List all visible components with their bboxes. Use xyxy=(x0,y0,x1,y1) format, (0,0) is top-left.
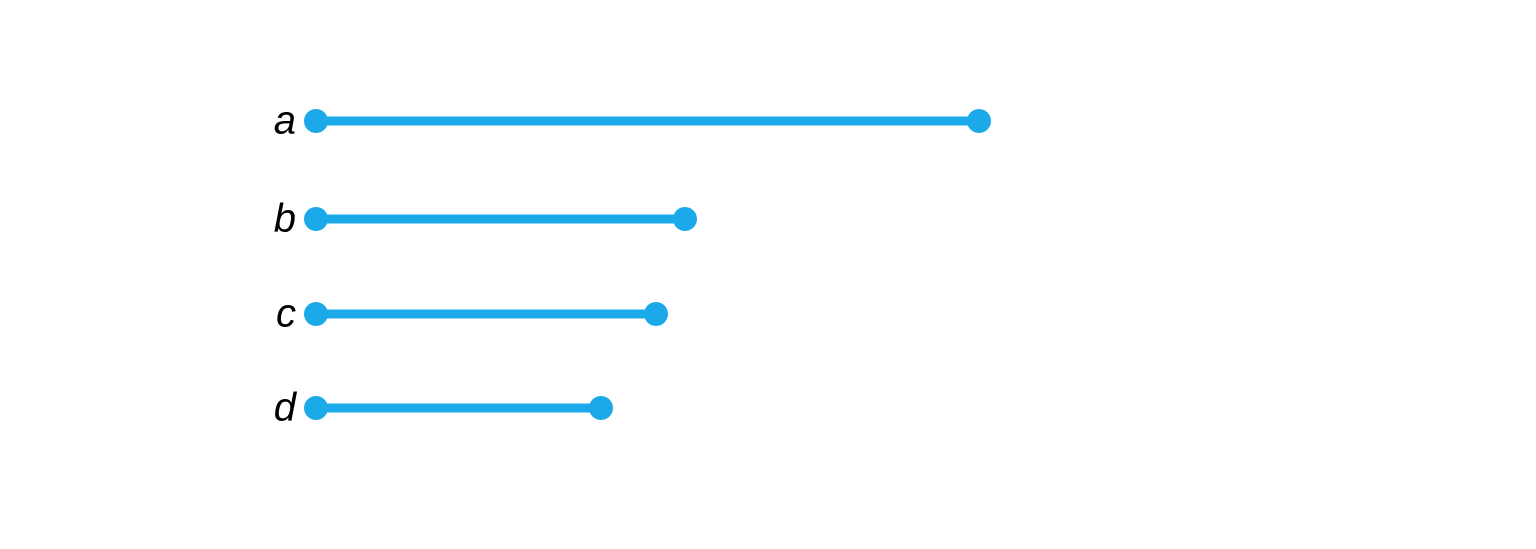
endpoint-left xyxy=(304,207,328,231)
endpoint-right xyxy=(673,207,697,231)
endpoint-left xyxy=(304,109,328,133)
segment-a: a xyxy=(274,99,991,143)
segment-label: d xyxy=(274,386,298,430)
segment-c: c xyxy=(276,292,668,336)
segment-label: a xyxy=(274,99,296,143)
segment-label: c xyxy=(276,292,296,336)
endpoint-right xyxy=(967,109,991,133)
endpoint-left xyxy=(304,302,328,326)
segment-diagram: a b c d xyxy=(0,0,1536,549)
endpoint-left xyxy=(304,396,328,420)
endpoint-right xyxy=(589,396,613,420)
segment-label: b xyxy=(274,197,296,241)
segment-b: b xyxy=(274,197,697,241)
segment-d: d xyxy=(274,386,613,430)
endpoint-right xyxy=(644,302,668,326)
